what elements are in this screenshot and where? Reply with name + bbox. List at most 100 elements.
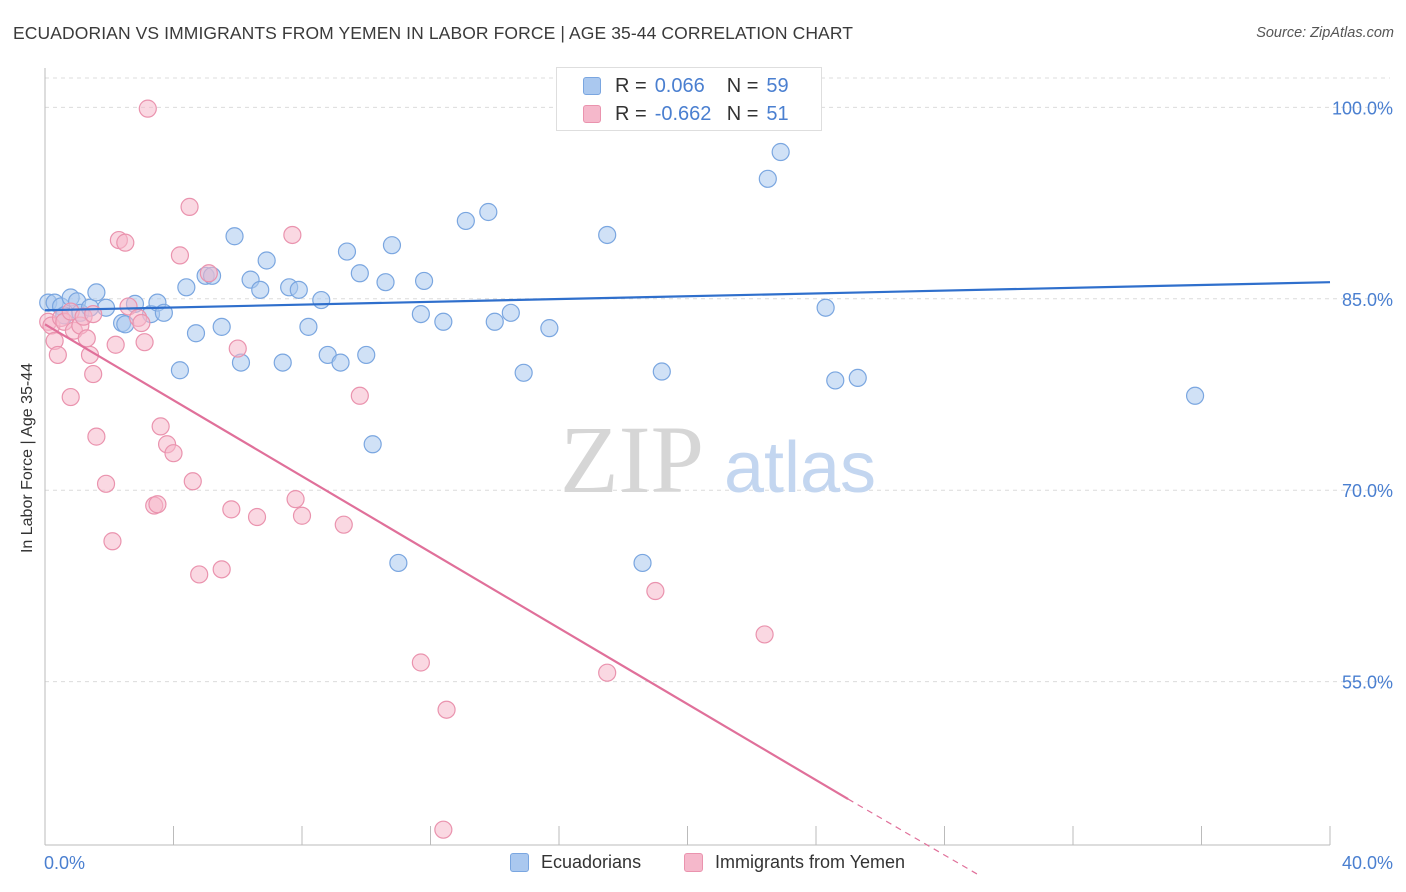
r-value: -0.662: [654, 102, 712, 125]
point-ecuadorians: [434, 312, 453, 331]
point-ecuadorians: [186, 324, 206, 343]
point-ecuadorians: [251, 280, 270, 299]
stats-legend-row-ecuadorians: R = 0.066 N = 59: [583, 74, 789, 98]
point-yemen: [598, 663, 617, 682]
point-ecuadorians: [273, 353, 292, 372]
point-ecuadorians: [376, 273, 395, 292]
point-ecuadorians: [87, 283, 106, 302]
point-ecuadorians: [350, 264, 369, 283]
point-yemen: [148, 495, 167, 514]
y-tick-label: 100.0%: [1332, 98, 1393, 118]
y-tick-label: 55.0%: [1342, 673, 1393, 693]
point-ecuadorians: [816, 298, 835, 317]
point-yemen: [132, 313, 151, 333]
legend-swatch-blue: [583, 77, 601, 95]
point-ecuadorians: [514, 363, 533, 382]
watermark: ZIP atlas: [560, 406, 876, 513]
point-yemen: [116, 233, 135, 252]
y-tick-label: 85.0%: [1342, 290, 1393, 310]
point-ecuadorians: [389, 553, 408, 573]
point-yemen: [138, 99, 157, 118]
trend-line-yemen: [44, 323, 849, 801]
point-yemen: [96, 474, 116, 493]
chart-title: ECUADORIAN VS IMMIGRANTS FROM YEMEN IN L…: [13, 23, 854, 43]
r-value: 0.066: [654, 74, 705, 97]
point-yemen: [283, 225, 302, 245]
point-ecuadorians: [1185, 386, 1205, 405]
point-ecuadorians: [652, 362, 671, 381]
trend-line-ecuadorians: [44, 281, 1331, 312]
point-yemen: [437, 700, 456, 719]
legend-label: Immigrants from Yemen: [715, 852, 906, 872]
point-ecuadorians: [456, 211, 475, 231]
stats-legend-row-yemen: R = -0.662 N = 51: [583, 102, 789, 126]
point-ecuadorians: [312, 290, 331, 310]
legend-swatch-blue: [510, 853, 529, 872]
n-value: 59: [766, 74, 789, 97]
point-yemen: [170, 246, 190, 265]
axes: [44, 68, 1331, 846]
stats-legend: R = 0.066 N = 59 R = -0.662 N = 51: [556, 67, 822, 131]
n-label: N =: [726, 74, 759, 97]
point-yemen: [48, 345, 67, 365]
point-yemen: [151, 417, 170, 436]
point-yemen: [164, 444, 183, 463]
point-yemen: [135, 333, 154, 352]
legend-swatch-pink: [583, 105, 601, 123]
gridlines: [45, 77, 1390, 683]
point-ecuadorians: [540, 319, 559, 338]
point-yemen: [334, 515, 353, 534]
point-yemen: [61, 387, 80, 407]
point-ecuadorians: [411, 304, 430, 324]
r-label: R =: [615, 74, 647, 97]
source-label: Source: ZipAtlas.com: [1256, 25, 1394, 41]
point-yemen: [646, 581, 665, 601]
point-yemen: [87, 427, 106, 446]
n-label: N =: [726, 102, 759, 125]
x-tick-label: 0.0%: [44, 853, 85, 873]
point-ecuadorians: [485, 312, 504, 331]
trend-line-yemen-extension: [847, 798, 981, 877]
point-ecuadorians: [633, 553, 652, 573]
legend-swatch-pink: [684, 853, 703, 872]
point-ecuadorians: [758, 169, 777, 188]
series-legend: Ecuadorians Immigrants from Yemen: [0, 852, 1406, 876]
point-ecuadorians: [826, 371, 845, 390]
legend-item-ecuadorians[interactable]: Ecuadorians: [510, 852, 641, 873]
legend-item-yemen[interactable]: Immigrants from Yemen: [684, 852, 905, 873]
point-yemen: [183, 472, 202, 491]
point-yemen: [190, 565, 209, 584]
y-axis-label: In Labor Force | Age 35-44: [19, 362, 36, 554]
point-ecuadorians: [771, 142, 790, 162]
point-yemen: [411, 653, 430, 672]
point-yemen: [222, 500, 241, 519]
legend-label: Ecuadorians: [541, 852, 642, 872]
scatter-points: [39, 98, 1205, 839]
point-ecuadorians: [501, 303, 520, 322]
point-ecuadorians: [170, 361, 190, 380]
point-yemen: [228, 339, 247, 358]
point-yemen: [212, 560, 231, 579]
tick-labels: 55.0% 70.0% 85.0% 100.0% 0.0% 40.0%: [44, 98, 1393, 873]
point-ecuadorians: [848, 368, 867, 388]
point-ecuadorians: [289, 280, 308, 299]
watermark-zip: ZIP: [560, 406, 704, 513]
point-ecuadorians: [212, 317, 231, 336]
point-yemen: [292, 506, 312, 525]
point-ecuadorians: [337, 242, 357, 261]
point-yemen: [434, 820, 453, 839]
x-tick-label: 40.0%: [1342, 853, 1393, 873]
point-ecuadorians: [382, 236, 402, 255]
n-value: 51: [766, 102, 789, 125]
point-yemen: [84, 364, 103, 384]
watermark-atlas: atlas: [724, 428, 876, 508]
point-ecuadorians: [331, 353, 350, 372]
point-ecuadorians: [357, 345, 376, 365]
point-ecuadorians: [257, 251, 276, 270]
point-ecuadorians: [363, 435, 382, 454]
point-ecuadorians: [177, 278, 196, 297]
point-ecuadorians: [225, 227, 244, 246]
point-ecuadorians: [479, 202, 498, 222]
point-yemen: [199, 264, 218, 283]
